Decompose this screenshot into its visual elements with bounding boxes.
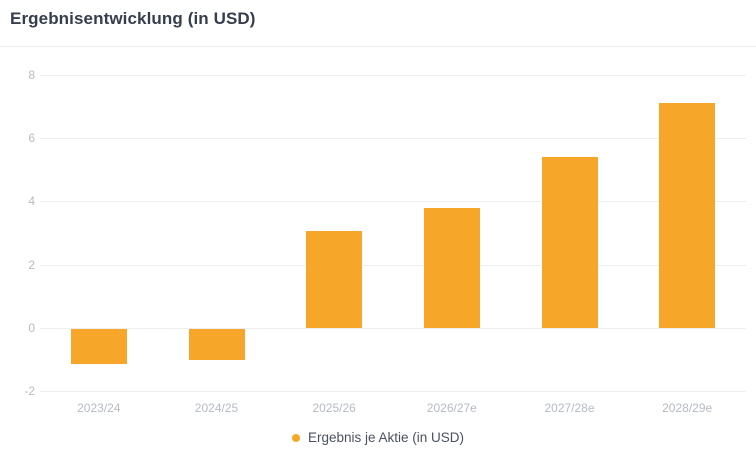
x-axis-label-2028-29e: 2028/29e [662, 401, 713, 415]
chart-header: Ergebnisentwicklung (in USD) [0, 0, 756, 47]
bar-2023-24[interactable] [70, 328, 127, 364]
y-tick-label: 0 [28, 320, 35, 335]
y-tick-label: 4 [28, 194, 35, 209]
chart-legend[interactable]: Ergebnis je Aktie (in USD) [0, 430, 756, 445]
x-axis-label-2023-24: 2023/24 [77, 401, 121, 415]
x-axis-label-2026-27e: 2026/27e [426, 401, 477, 415]
gridline-y-6 [40, 138, 746, 140]
gridline-y-0 [40, 327, 746, 329]
bar-2025-26[interactable] [306, 231, 363, 328]
gridline-y-8 [40, 75, 746, 76]
y-tick-label: 8 [28, 68, 35, 82]
legend-label: Ergebnis je Aktie (in USD) [307, 430, 465, 445]
chart-title: Ergebnisentwicklung (in USD) [10, 9, 256, 28]
x-axis-label-2027-28e: 2027/28e [544, 401, 595, 415]
y-tick-label: 6 [28, 131, 35, 146]
gridline-y--2 [40, 391, 746, 392]
bar-2027-28e[interactable] [541, 157, 598, 328]
bar-2024-25[interactable] [188, 328, 245, 361]
bar-2026-27e[interactable] [423, 207, 480, 328]
x-axis-label-2025-26: 2025/26 [312, 401, 356, 415]
y-tick-label: -2 [24, 384, 35, 398]
gridline-y-2 [40, 264, 746, 266]
bar-2028-29e[interactable] [659, 103, 716, 328]
x-axis-label-2024-25: 2024/25 [194, 401, 239, 415]
y-tick-label: 2 [28, 257, 35, 272]
legend-marker-icon [291, 433, 300, 442]
gridline-y-4 [40, 201, 746, 203]
